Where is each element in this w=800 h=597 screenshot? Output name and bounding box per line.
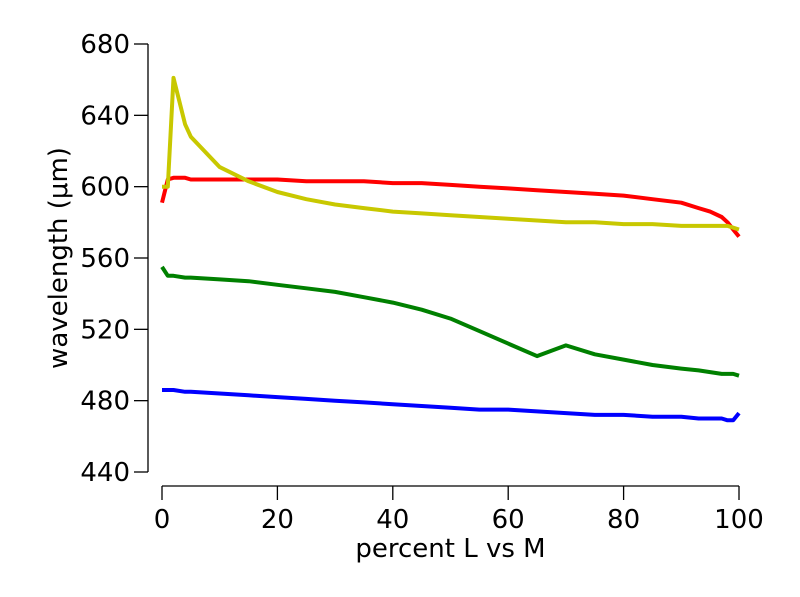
x-tick-label: 0 xyxy=(154,505,171,535)
series-line-3 xyxy=(160,265,740,378)
x-tick-label: 20 xyxy=(261,505,294,535)
x-tick-label: 100 xyxy=(714,505,764,535)
series-line-2 xyxy=(162,75,740,232)
y-tick-label: 440 xyxy=(80,458,130,488)
y-tick-label: 600 xyxy=(80,173,130,203)
y-tick-label: 480 xyxy=(80,387,130,417)
x-tick-label: 40 xyxy=(376,505,409,535)
y-tick-label: 640 xyxy=(80,101,130,131)
y-ticks: 440 480 520 560 600 640 680 xyxy=(80,30,148,488)
y-tick-label: 520 xyxy=(80,315,130,345)
x-tick-label: 80 xyxy=(607,505,640,535)
axes xyxy=(147,44,739,487)
series-line-4 xyxy=(162,388,741,423)
series-line-1 xyxy=(160,175,741,238)
y-tick-label: 560 xyxy=(80,244,130,274)
x-ticks: 0 20 40 60 80 100 xyxy=(154,486,764,535)
y-tick-label: 680 xyxy=(80,30,130,60)
x-axis-label: percent L vs M xyxy=(355,534,545,564)
x-tick-label: 60 xyxy=(492,505,525,535)
y-axis-label: wavelength (μm) xyxy=(44,147,74,369)
series-group xyxy=(160,75,741,423)
